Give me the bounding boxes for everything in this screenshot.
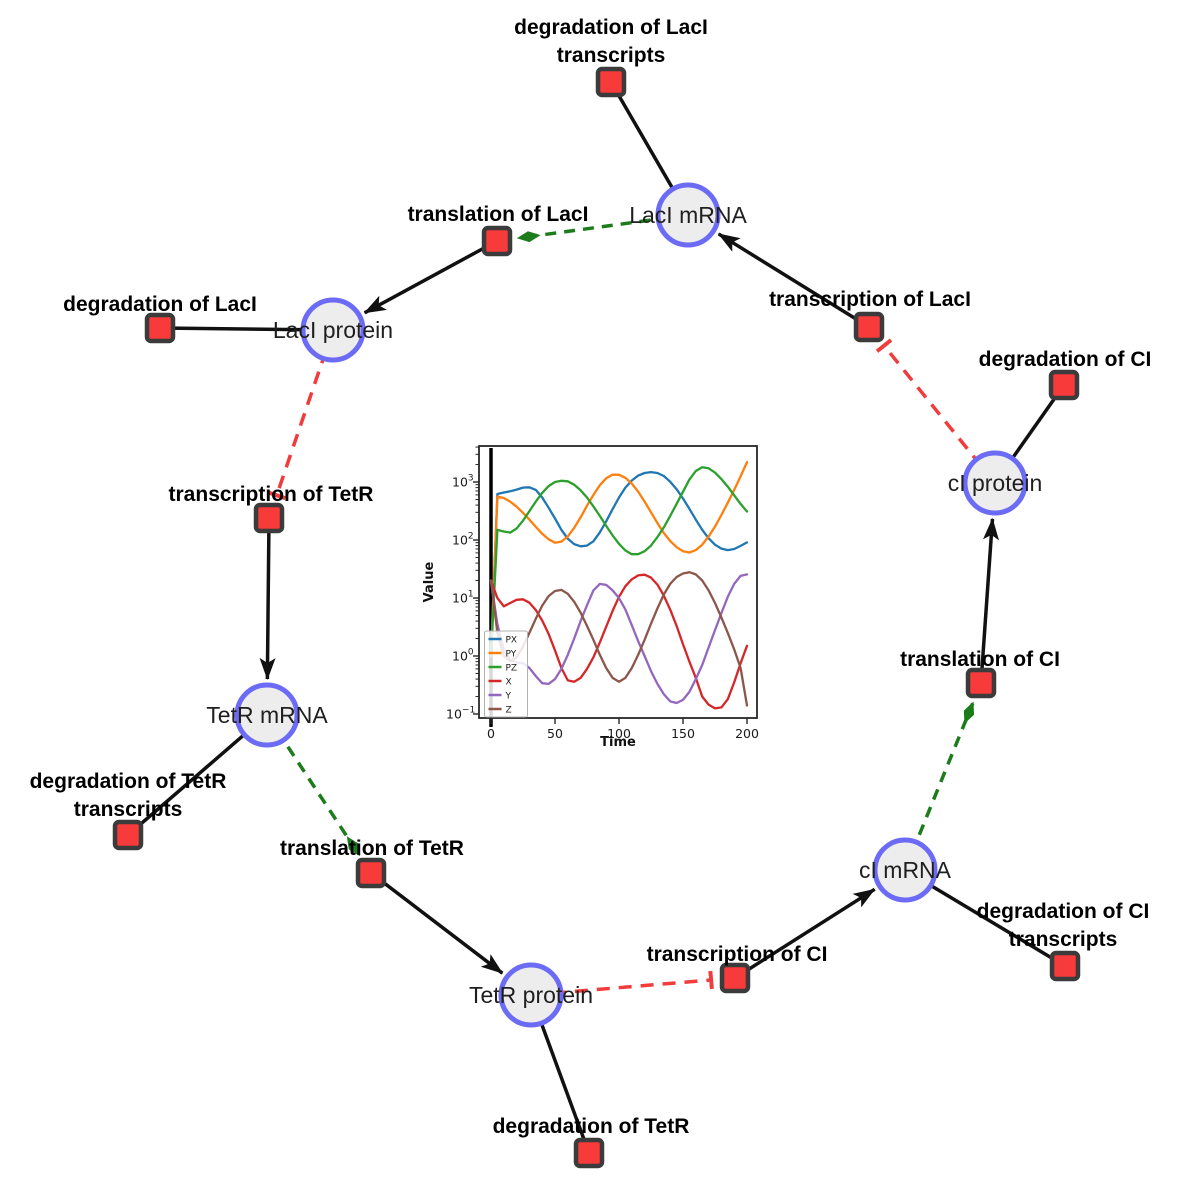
species-label-laci_mrna: LacI mRNA (629, 202, 747, 228)
reaction-node-deg_laci_tx (595, 66, 627, 98)
reaction-label-txn_laci: transcription of LacI (769, 288, 971, 311)
legend-label-Z: Z (506, 706, 512, 716)
reaction-node-transl_tetr (355, 857, 387, 889)
reaction-node-deg_laci (144, 312, 176, 344)
species-nodes-layer (234, 182, 1028, 1028)
x-axis-label: Time (600, 735, 636, 750)
reaction-label-transl_ci: translation of CI (900, 648, 1060, 671)
y-tick-label-10e-1: 10−1 (446, 706, 475, 722)
species-node-laci_protein (300, 297, 366, 363)
species-label-ci_protein: cI protein (948, 470, 1043, 496)
chart-series-Y (489, 573, 749, 705)
species-node-tetr_protein (498, 962, 564, 1028)
legend-label-PZ: PZ (506, 664, 518, 674)
species-node-laci_mrna (655, 182, 721, 248)
y-tick-label-10e2: 102 (452, 532, 474, 548)
inset-chart: 0 50 100 150 200 10−1 100 101 102 103 PX PY PZ XYZ Ti… (422, 445, 759, 750)
species-label-ci_mrna: cI mRNA (859, 857, 952, 883)
reaction-label-deg_tetr: degradation of TetR (493, 1115, 690, 1138)
reaction-node-deg_ci_tx (1049, 950, 1081, 982)
reaction-label-transl_laci: translation of LacI (408, 203, 589, 226)
reaction-label-txn_tetr: transcription of TetR (169, 483, 374, 506)
y-tick-label-10e0: 100 (452, 648, 474, 664)
reaction-label-deg_tetr_tx: degradation of TetR transcripts (30, 770, 227, 821)
x-tick-label-150: 150 (671, 726, 695, 741)
legend-label-PX: PX (506, 636, 518, 646)
chart-series-PX (489, 470, 749, 658)
reaction-label-deg_laci: degradation of LacI (63, 293, 257, 316)
legend-label-X: X (506, 678, 512, 688)
chart-series-Z (489, 571, 749, 707)
chart-series-PZ (489, 466, 749, 658)
edge-transl_tetr-tetr_protein-production (369, 871, 504, 975)
edge-txn_tetr-tetr_mrna-production (259, 517, 276, 681)
x-tick-label-200: 200 (735, 726, 759, 741)
reaction-label-transl_tetr: translation of TetR (280, 837, 464, 860)
reaction-nodes-layer (112, 66, 1081, 1169)
reaction-label-deg_ci_tx: degradation of CI transcripts (977, 900, 1150, 951)
species-label-laci_protein: LacI protein (273, 317, 393, 343)
reaction-node-txn_ci (719, 962, 751, 994)
legend-label-Y: Y (505, 692, 512, 702)
reaction-node-txn_laci (853, 311, 885, 343)
species-node-tetr_mrna (234, 682, 300, 748)
y-tick-label-10e3: 103 (452, 474, 474, 490)
edge-txn_ci-ci_mrna-production (734, 887, 876, 980)
reaction-node-deg_ci (1048, 369, 1080, 401)
edge-transl_ci-ci_protein-production (979, 517, 1000, 684)
species-node-ci_protein (962, 450, 1028, 516)
species-label-tetr_mrna: TetR mRNA (206, 702, 328, 728)
reaction-node-transl_laci (481, 225, 513, 257)
reaction-node-txn_tetr (253, 502, 285, 534)
edge-txn_laci-laci_mrna-production (717, 232, 870, 329)
chart-series-PY (489, 460, 749, 658)
x-tick-label-50: 50 (547, 726, 563, 741)
reaction-label-txn_ci: transcription of CI (647, 943, 828, 966)
y-tick-label-10e1: 101 (452, 590, 474, 606)
reaction-node-deg_tetr_tx (112, 819, 144, 851)
chart-legend: PX PY PZ XYZ (484, 630, 528, 718)
labels-layer: degradation of LacI transcripts translatio… (30, 16, 1152, 1138)
reaction-node-transl_ci (965, 667, 997, 699)
plot-frame (478, 445, 758, 719)
y-axis-label: Value (422, 561, 437, 602)
species-node-ci_mrna (872, 837, 938, 903)
species-label-tetr_protein: TetR protein (469, 982, 593, 1008)
legend-label-PY: PY (506, 650, 517, 660)
reaction-label-deg_ci: degradation of CI (979, 348, 1152, 371)
x-tick-label-100: 100 (607, 726, 631, 741)
reaction-node-deg_tetr (573, 1137, 605, 1169)
reaction-label-deg_laci_tx: degradation of LacI transcripts (514, 16, 708, 67)
edge-transl_laci-laci_protein-production (363, 239, 498, 315)
x-tick-label-0: 0 (487, 726, 495, 741)
